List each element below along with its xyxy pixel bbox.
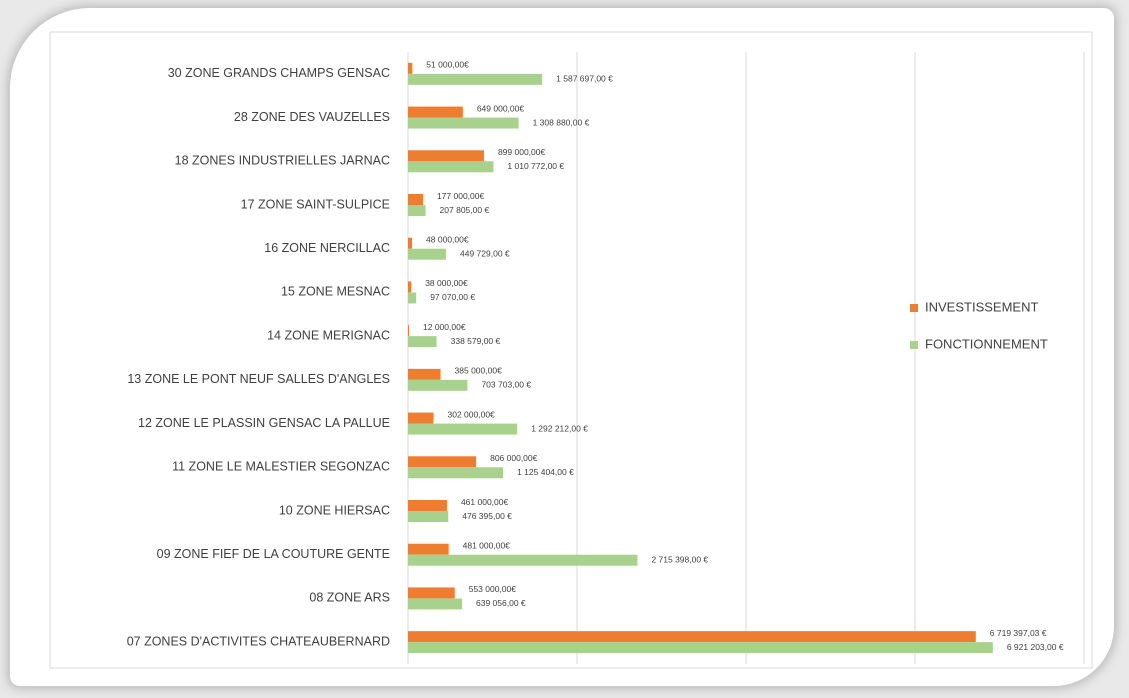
bar xyxy=(408,150,484,162)
value-label: 6 921 203,00 € xyxy=(1007,642,1064,652)
value-label: 899 000,00€ xyxy=(498,147,546,157)
category-label: 07 ZONES D'ACTIVITES CHATEAUBERNARD xyxy=(127,634,390,648)
bar xyxy=(408,456,477,468)
bar xyxy=(408,511,449,522)
category-label: 16 ZONE NERCILLAC xyxy=(264,241,390,255)
value-label: 97 070,00 € xyxy=(430,292,475,302)
value-label: 338 579,00 € xyxy=(451,336,501,346)
bar xyxy=(408,467,504,479)
category-label: 14 ZONE MERIGNAC xyxy=(267,328,390,342)
value-label: 461 000,00€ xyxy=(461,497,509,507)
category-label: 11 ZONE LE MALESTIER SEGONZAC xyxy=(172,460,390,474)
plot-frame xyxy=(49,31,1093,669)
bar xyxy=(408,412,434,424)
category-label: 13 ZONE LE PONT NEUF SALLES D'ANGLES xyxy=(127,372,390,386)
bar xyxy=(408,336,437,348)
bar xyxy=(408,62,413,74)
value-label: 1 292 212,00 € xyxy=(531,423,588,433)
value-label: 806 000,00€ xyxy=(490,453,538,463)
value-label: 48 000,00€ xyxy=(426,234,469,244)
chart-card xyxy=(10,8,1114,686)
value-label: 703 703,00 € xyxy=(481,380,531,390)
value-label: 12 000,00€ xyxy=(423,322,466,332)
category-label: 18 ZONES INDUSTRIELLES JARNAC xyxy=(175,154,390,168)
category-label: 30 ZONE GRANDS CHAMPS GENSAC xyxy=(168,66,390,80)
bar xyxy=(408,368,441,380)
bar xyxy=(408,500,447,511)
bar xyxy=(408,642,993,654)
category-label: 08 ZONE ARS xyxy=(309,591,390,605)
value-label: 1 308 880,00 € xyxy=(533,117,590,127)
value-label: 649 000,00€ xyxy=(477,103,525,113)
category-label: 28 ZONE DES VAUZELLES xyxy=(234,110,390,124)
bar xyxy=(408,106,463,118)
value-label: 449 729,00 € xyxy=(460,248,510,258)
bar xyxy=(408,237,413,249)
bar xyxy=(408,325,410,337)
value-label: 553 000,00€ xyxy=(469,584,517,594)
bar xyxy=(408,587,455,599)
value-label: 302 000,00€ xyxy=(448,409,496,419)
bar xyxy=(408,423,518,435)
bar xyxy=(408,292,417,304)
bar xyxy=(408,379,468,391)
value-label: 51 000,00€ xyxy=(426,60,469,70)
bar xyxy=(408,117,519,129)
value-label: 38 000,00€ xyxy=(425,278,468,288)
legend-label: FONCTIONNEMENT xyxy=(925,336,1048,351)
bar xyxy=(408,205,426,216)
value-label: 1 587 697,00 € xyxy=(556,74,613,84)
value-label: 207 805,00 € xyxy=(440,205,490,215)
category-label: 17 ZONE SAINT-SULPICE xyxy=(241,197,390,211)
value-label: 1 010 772,00 € xyxy=(507,161,564,171)
bar xyxy=(408,543,449,555)
category-label: 12 ZONE LE PLASSIN GENSAC LA PALLUE xyxy=(138,416,390,430)
value-label: 385 000,00€ xyxy=(455,366,503,376)
bar xyxy=(408,554,638,566)
value-label: 177 000,00€ xyxy=(437,191,485,201)
value-label: 639 056,00 € xyxy=(476,598,526,608)
category-label: 09 ZONE FIEF DE LA COUTURE GENTE xyxy=(157,547,390,561)
value-label: 476 395,00 € xyxy=(462,511,512,521)
legend-swatch xyxy=(910,341,918,349)
bar xyxy=(408,598,463,610)
value-label: 2 715 398,00 € xyxy=(651,554,708,564)
bar xyxy=(408,248,447,260)
bar xyxy=(408,281,412,293)
category-label: 15 ZONE MESNAC xyxy=(281,285,390,299)
bar xyxy=(408,161,494,173)
value-label: 1 125 404,00 € xyxy=(517,467,574,477)
value-label: 481 000,00€ xyxy=(463,540,511,550)
bar xyxy=(408,73,543,85)
bar xyxy=(408,631,976,643)
legend-label: INVESTISSEMENT xyxy=(925,299,1038,314)
category-label: 10 ZONE HIERSAC xyxy=(279,503,390,517)
value-label: 6 719 397,03 € xyxy=(990,628,1047,638)
bar xyxy=(408,194,423,205)
legend-swatch xyxy=(910,304,918,312)
